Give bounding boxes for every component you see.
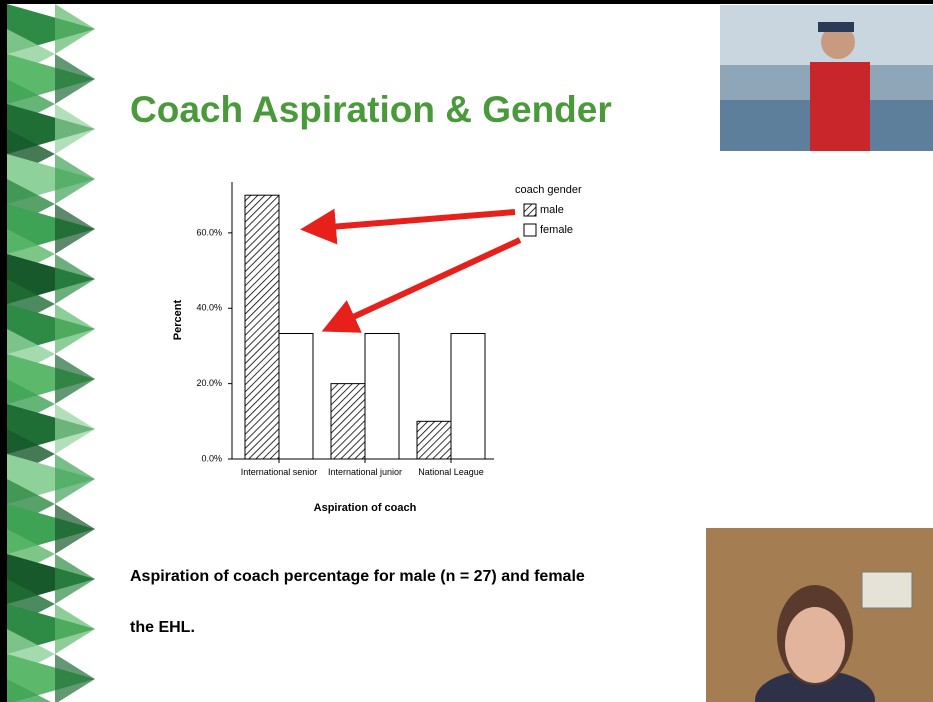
triangle — [55, 604, 95, 654]
legend-label: female — [540, 224, 573, 236]
triangle — [7, 654, 95, 702]
bar — [278, 333, 314, 460]
y-tick-label: 20.0% — [196, 378, 222, 388]
left-border — [0, 0, 7, 702]
y-tick-label: 40.0% — [196, 303, 222, 313]
x-tick-label: International senior — [240, 467, 318, 477]
bar — [244, 194, 280, 460]
triangle — [55, 554, 95, 604]
triangle — [55, 504, 95, 554]
y-tick-label: 60.0% — [196, 227, 222, 237]
x-tick-label: International junior — [327, 467, 403, 477]
bar — [450, 333, 486, 460]
legend-label: male — [540, 204, 564, 216]
triangle — [55, 204, 95, 254]
caption: Aspiration of coach percentage for male … — [130, 568, 585, 585]
y-tick-label: 0.0% — [201, 453, 222, 463]
triangle — [55, 354, 95, 404]
slide-title: Coach Aspiration & Gender — [130, 89, 612, 130]
triangle — [55, 404, 95, 454]
triangle — [55, 54, 95, 104]
triangle — [55, 4, 95, 54]
triangle — [55, 654, 95, 702]
arrow — [300, 208, 516, 245]
chart: Percent Aspiration of coach coach gender… — [172, 182, 582, 514]
triangle — [55, 104, 95, 154]
top-border — [0, 0, 933, 4]
triangle — [55, 154, 95, 204]
photo — [720, 5, 933, 151]
webcam — [706, 528, 933, 702]
triangle — [55, 304, 95, 354]
y-axis-title: Percent — [172, 299, 184, 340]
x-tick-label: National League — [418, 467, 484, 477]
caption: the EHL. — [130, 619, 195, 636]
x-tick-label-box: National League — [418, 467, 484, 477]
bar — [416, 420, 452, 460]
decoration — [7, 4, 95, 702]
x-axis-title: Aspiration of coach — [314, 502, 417, 514]
legend-title: coach gender — [515, 184, 582, 196]
triangle — [55, 254, 95, 304]
triangle — [7, 679, 52, 702]
legend-swatch — [523, 223, 537, 237]
arrow — [321, 237, 522, 333]
x-tick-label-box: International junior — [327, 467, 403, 477]
legend-swatch — [523, 203, 537, 217]
x-tick-label-box: International senior — [240, 467, 318, 477]
bar — [364, 333, 400, 460]
triangle — [55, 454, 95, 504]
bar — [330, 383, 366, 460]
